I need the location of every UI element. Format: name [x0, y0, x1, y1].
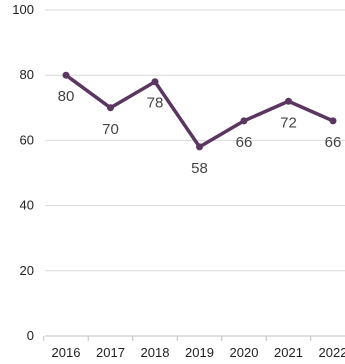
- y-tick-label: 40: [20, 198, 34, 213]
- x-tick-label: 2021: [274, 345, 303, 360]
- x-tick-label: 2019: [185, 345, 214, 360]
- data-point: [329, 117, 337, 125]
- x-axis-tick-labels: 2016 2017 2018 2019 2020 2021 2022: [52, 345, 345, 360]
- data-label: 78: [147, 95, 164, 112]
- x-axis: [43, 335, 345, 341]
- y-tick-label: 0: [27, 328, 34, 343]
- y-tick-label: 60: [20, 132, 34, 147]
- data-label: 70: [102, 121, 119, 138]
- x-tick-label: 2016: [52, 345, 81, 360]
- y-tick-label: 100: [12, 2, 34, 17]
- data-label: 66: [236, 134, 253, 151]
- data-point: [285, 97, 292, 105]
- data-label: 72: [280, 114, 297, 131]
- data-label: 80: [58, 88, 75, 105]
- x-tick-label: 2018: [141, 345, 170, 360]
- data-point: [196, 143, 203, 151]
- x-tick-label: 2017: [96, 345, 125, 360]
- y-tick-label: 80: [20, 67, 34, 82]
- data-label: 66: [325, 134, 342, 151]
- x-tick-label: 2022: [319, 345, 345, 360]
- data-point: [107, 104, 114, 112]
- data-points: [62, 71, 337, 151]
- data-point: [62, 71, 70, 79]
- x-tick-label: 2020: [230, 345, 259, 360]
- data-point: [151, 78, 159, 86]
- y-tick-label: 20: [20, 263, 34, 278]
- data-point: [240, 117, 248, 125]
- data-label: 58: [191, 160, 208, 177]
- data-labels: 80 70 78 58 66 72 66: [58, 88, 342, 177]
- y-axis-tick-labels: 0 20 40 60 80 100: [12, 2, 34, 343]
